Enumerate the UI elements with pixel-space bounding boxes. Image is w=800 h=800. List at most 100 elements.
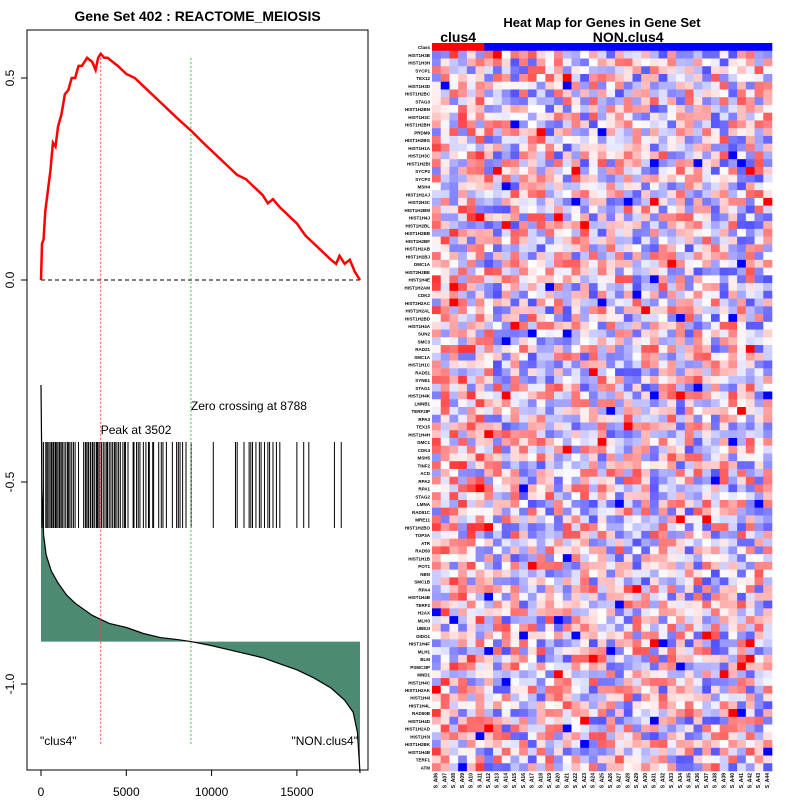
heatmap-cell (763, 89, 773, 98)
heatmap-cell (571, 391, 581, 400)
heatmap-cell (571, 252, 581, 261)
heatmap-cell (440, 616, 450, 625)
heatmap-cell (432, 445, 442, 454)
heatmap-cell (432, 740, 442, 749)
heatmap-cell (684, 50, 694, 59)
heatmap-cell (693, 732, 703, 741)
heatmap-cell (466, 252, 476, 261)
heatmap-cell (632, 608, 642, 617)
heatmap-cell (667, 468, 677, 478)
heatmap-cell (606, 724, 616, 733)
heatmap-cell (623, 50, 633, 59)
row-label: HIST1H3C (408, 115, 431, 120)
heatmap-cell (728, 732, 738, 741)
heatmap-cell (710, 414, 720, 423)
heatmap-cell (536, 554, 546, 563)
heatmap-cell (684, 507, 694, 516)
heatmap-cell (632, 430, 642, 439)
heatmap-cell (588, 73, 598, 83)
heatmap-cell (641, 329, 651, 338)
heatmap-cell (554, 89, 564, 98)
heatmap-cell (667, 430, 677, 439)
heatmap-cell (693, 693, 703, 702)
heatmap-cell (702, 662, 712, 671)
heatmap-cell (632, 151, 642, 160)
heatmap-cell (615, 166, 625, 175)
heatmap-cell (562, 352, 572, 361)
heatmap-cell (562, 221, 572, 230)
heatmap-cell (754, 337, 764, 346)
heatmap-cell (641, 484, 651, 493)
heatmap-cell (754, 298, 764, 307)
heatmap-cell (580, 120, 590, 129)
heatmap-cell (562, 546, 572, 555)
heatmap-cell (466, 647, 476, 656)
heatmap-cell (615, 259, 625, 268)
heatmap-cell (684, 135, 694, 144)
heatmap-cell (545, 174, 555, 183)
heatmap-cell (484, 166, 494, 175)
heatmap-cell (615, 631, 625, 640)
heatmap-cell (702, 197, 712, 206)
heatmap-cell (710, 639, 720, 648)
heatmap-cell (745, 623, 755, 632)
heatmap-cell (763, 507, 773, 516)
heatmap-cell (719, 143, 729, 152)
heatmap-cell (615, 120, 625, 129)
row-label: STAG3 (415, 99, 430, 104)
heatmap-cell (536, 174, 546, 183)
heatmap-cell (615, 244, 625, 253)
heatmap-cell (545, 221, 555, 230)
heatmap-cell (510, 89, 520, 98)
row-label: HIST1H4C (408, 680, 431, 685)
heatmap-cell (676, 407, 686, 416)
heatmap-cell (623, 228, 633, 237)
col-label: S_A28 (625, 773, 631, 789)
heatmap-cell (632, 732, 642, 741)
heatmap-cell (545, 709, 555, 718)
heatmap-cell (493, 608, 503, 617)
heatmap-cell (440, 58, 450, 67)
class-bar-cell (745, 43, 755, 52)
heatmap-cell (562, 685, 572, 694)
heatmap-cell (440, 314, 450, 323)
heatmap-cell (580, 376, 590, 385)
heatmap-cell (728, 546, 738, 555)
heatmap-cell (466, 383, 476, 392)
heatmap-cell (432, 623, 442, 632)
heatmap-cell (554, 740, 564, 749)
heatmap-cell (684, 197, 694, 206)
heatmap-cell (510, 135, 520, 144)
heatmap-cell (519, 306, 529, 315)
heatmap-cell (606, 298, 616, 307)
heatmap-cell (719, 530, 729, 539)
heatmap-cell (519, 693, 529, 702)
heatmap-cell (649, 592, 659, 601)
heatmap-cell (728, 422, 738, 431)
heatmap-cell (580, 135, 590, 144)
heatmap-cell (754, 484, 764, 493)
heatmap-cell (475, 337, 485, 346)
heatmap-cell (710, 252, 720, 261)
class-bar-cell (710, 43, 720, 52)
heatmap-cell (632, 259, 642, 268)
heatmap-cell (597, 252, 607, 261)
heatmap-cell (649, 763, 659, 772)
heatmap-cell (737, 716, 747, 725)
heatmap-cell (519, 407, 529, 416)
heatmap-cell (580, 329, 590, 338)
heatmap-cell (719, 221, 729, 230)
heatmap-cell (493, 546, 503, 555)
heatmap-cell (449, 724, 459, 733)
heatmap-cell (484, 724, 494, 733)
heatmap-cell (466, 66, 476, 75)
heatmap-cell (571, 631, 581, 640)
heatmap-cell (719, 128, 729, 137)
heatmap-cell (432, 523, 442, 532)
heatmap-cell (597, 662, 607, 671)
heatmap-cell (763, 430, 773, 439)
heatmap-cell (536, 376, 546, 385)
heatmap-cell (554, 709, 564, 718)
heatmap-cell (449, 546, 459, 555)
heatmap-cell (632, 182, 642, 191)
